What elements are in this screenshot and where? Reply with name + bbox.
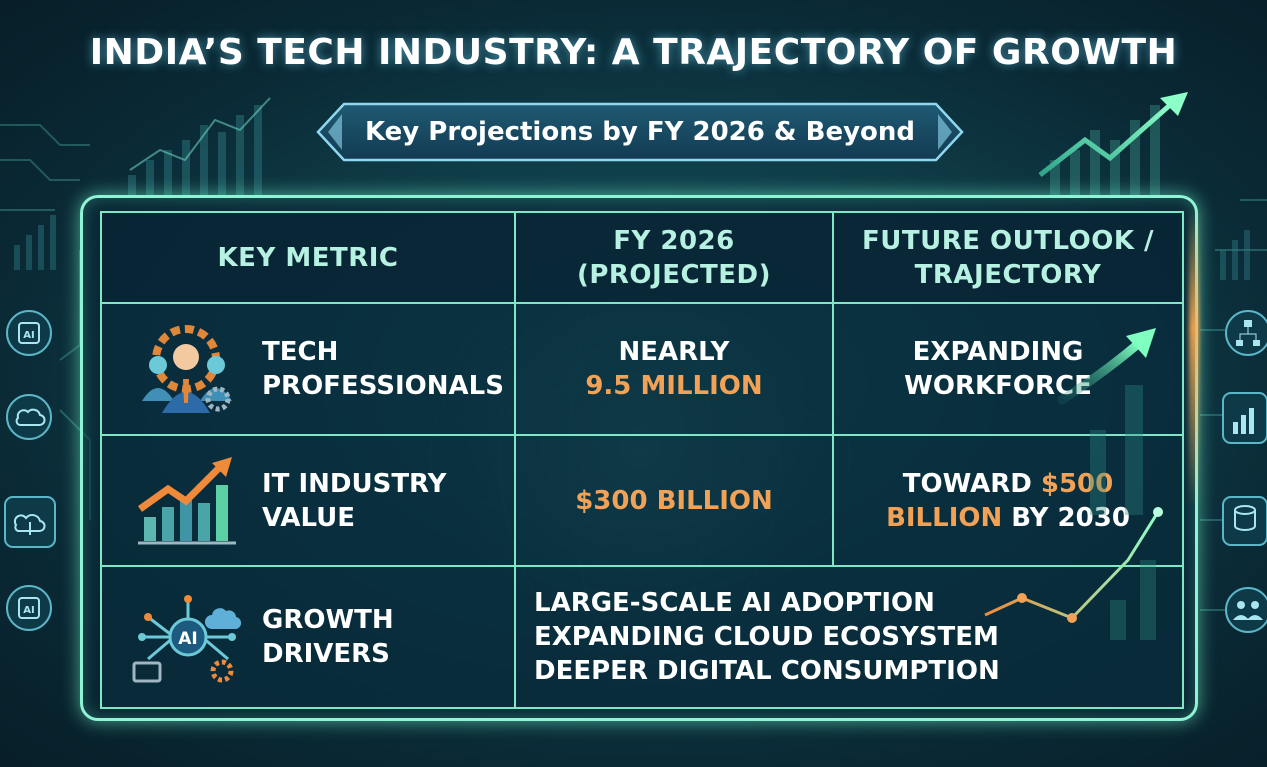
table-row-tech-professionals-metric: TECH PROFESSIONALS [100, 304, 516, 436]
page-title: INDIA’S TECH INDUSTRY: A TRAJECTORY OF G… [89, 32, 1178, 73]
list-item: LARGE-SCALE AI ADOPTION [534, 588, 935, 618]
table-row-tech-professionals-fy2026: NEARLY 9.5 MILLION [516, 304, 834, 436]
metric-label-tech-professionals: TECH PROFESSIONALS [262, 337, 504, 401]
table-row-it-industry-fy2026: $300 BILLION [516, 436, 834, 567]
growth-bar-chart-icon [137, 456, 236, 544]
outlook-highlight-500: $500 [1040, 468, 1114, 499]
header-fy2026: FY 2026 (PROJECTED) [516, 211, 834, 304]
fy2026-value-it-industry: $300 BILLION [575, 485, 773, 516]
outlook-line2: WORKFORCE [904, 371, 1092, 401]
table-row-growth-drivers-metric: AI GROWTH DRIVERS [100, 567, 516, 709]
fy2026-prefix: NEARLY [618, 337, 730, 367]
growth-drivers-list: LARGE-SCALE AI ADOPTION EXPANDING CLOUD … [534, 586, 1000, 688]
outlook-line1: EXPANDING [912, 337, 1084, 367]
table-row-it-industry-metric: IT INDUSTRY VALUE [100, 436, 516, 567]
metric-label-growth-drivers: GROWTH DRIVERS [262, 605, 394, 669]
fy2026-value-tech-professionals: 9.5 MILLION [585, 371, 763, 401]
tech-professionals-icon [142, 325, 232, 413]
table-row-it-industry-outlook: TOWARD $500 BILLION BY 2030 [834, 436, 1184, 567]
outlook-suffix: BY 2030 [1002, 502, 1130, 533]
subtitle: Key Projections by FY 2026 & Beyond [364, 117, 916, 147]
header-key-metric: KEY METRIC [100, 211, 516, 304]
header-future-outlook: FUTURE OUTLOOK / TRAJECTORY [834, 211, 1184, 304]
table-row-growth-drivers-list: LARGE-SCALE AI ADOPTION EXPANDING CLOUD … [516, 567, 1184, 709]
outlook-highlight-billion: BILLION [886, 502, 1003, 533]
outlook-prefix: TOWARD [902, 468, 1041, 499]
svg-text:AI: AI [178, 629, 197, 649]
metric-label-it-industry-value: IT INDUSTRY VALUE [262, 468, 447, 533]
projections-table: KEY METRIC FY 2026 (PROJECTED) FUTURE OU… [100, 211, 1184, 709]
projections-table-frame: KEY METRIC FY 2026 (PROJECTED) FUTURE OU… [80, 195, 1199, 721]
table-row-tech-professionals-outlook: EXPANDING WORKFORCE [834, 304, 1184, 436]
ai-network-icon: AI [132, 595, 242, 683]
list-item: EXPANDING CLOUD ECOSYSTEM [534, 622, 999, 652]
list-item: DEEPER DIGITAL CONSUMPTION [534, 656, 1000, 686]
subtitle-banner: Key Projections by FY 2026 & Beyond [314, 100, 966, 164]
